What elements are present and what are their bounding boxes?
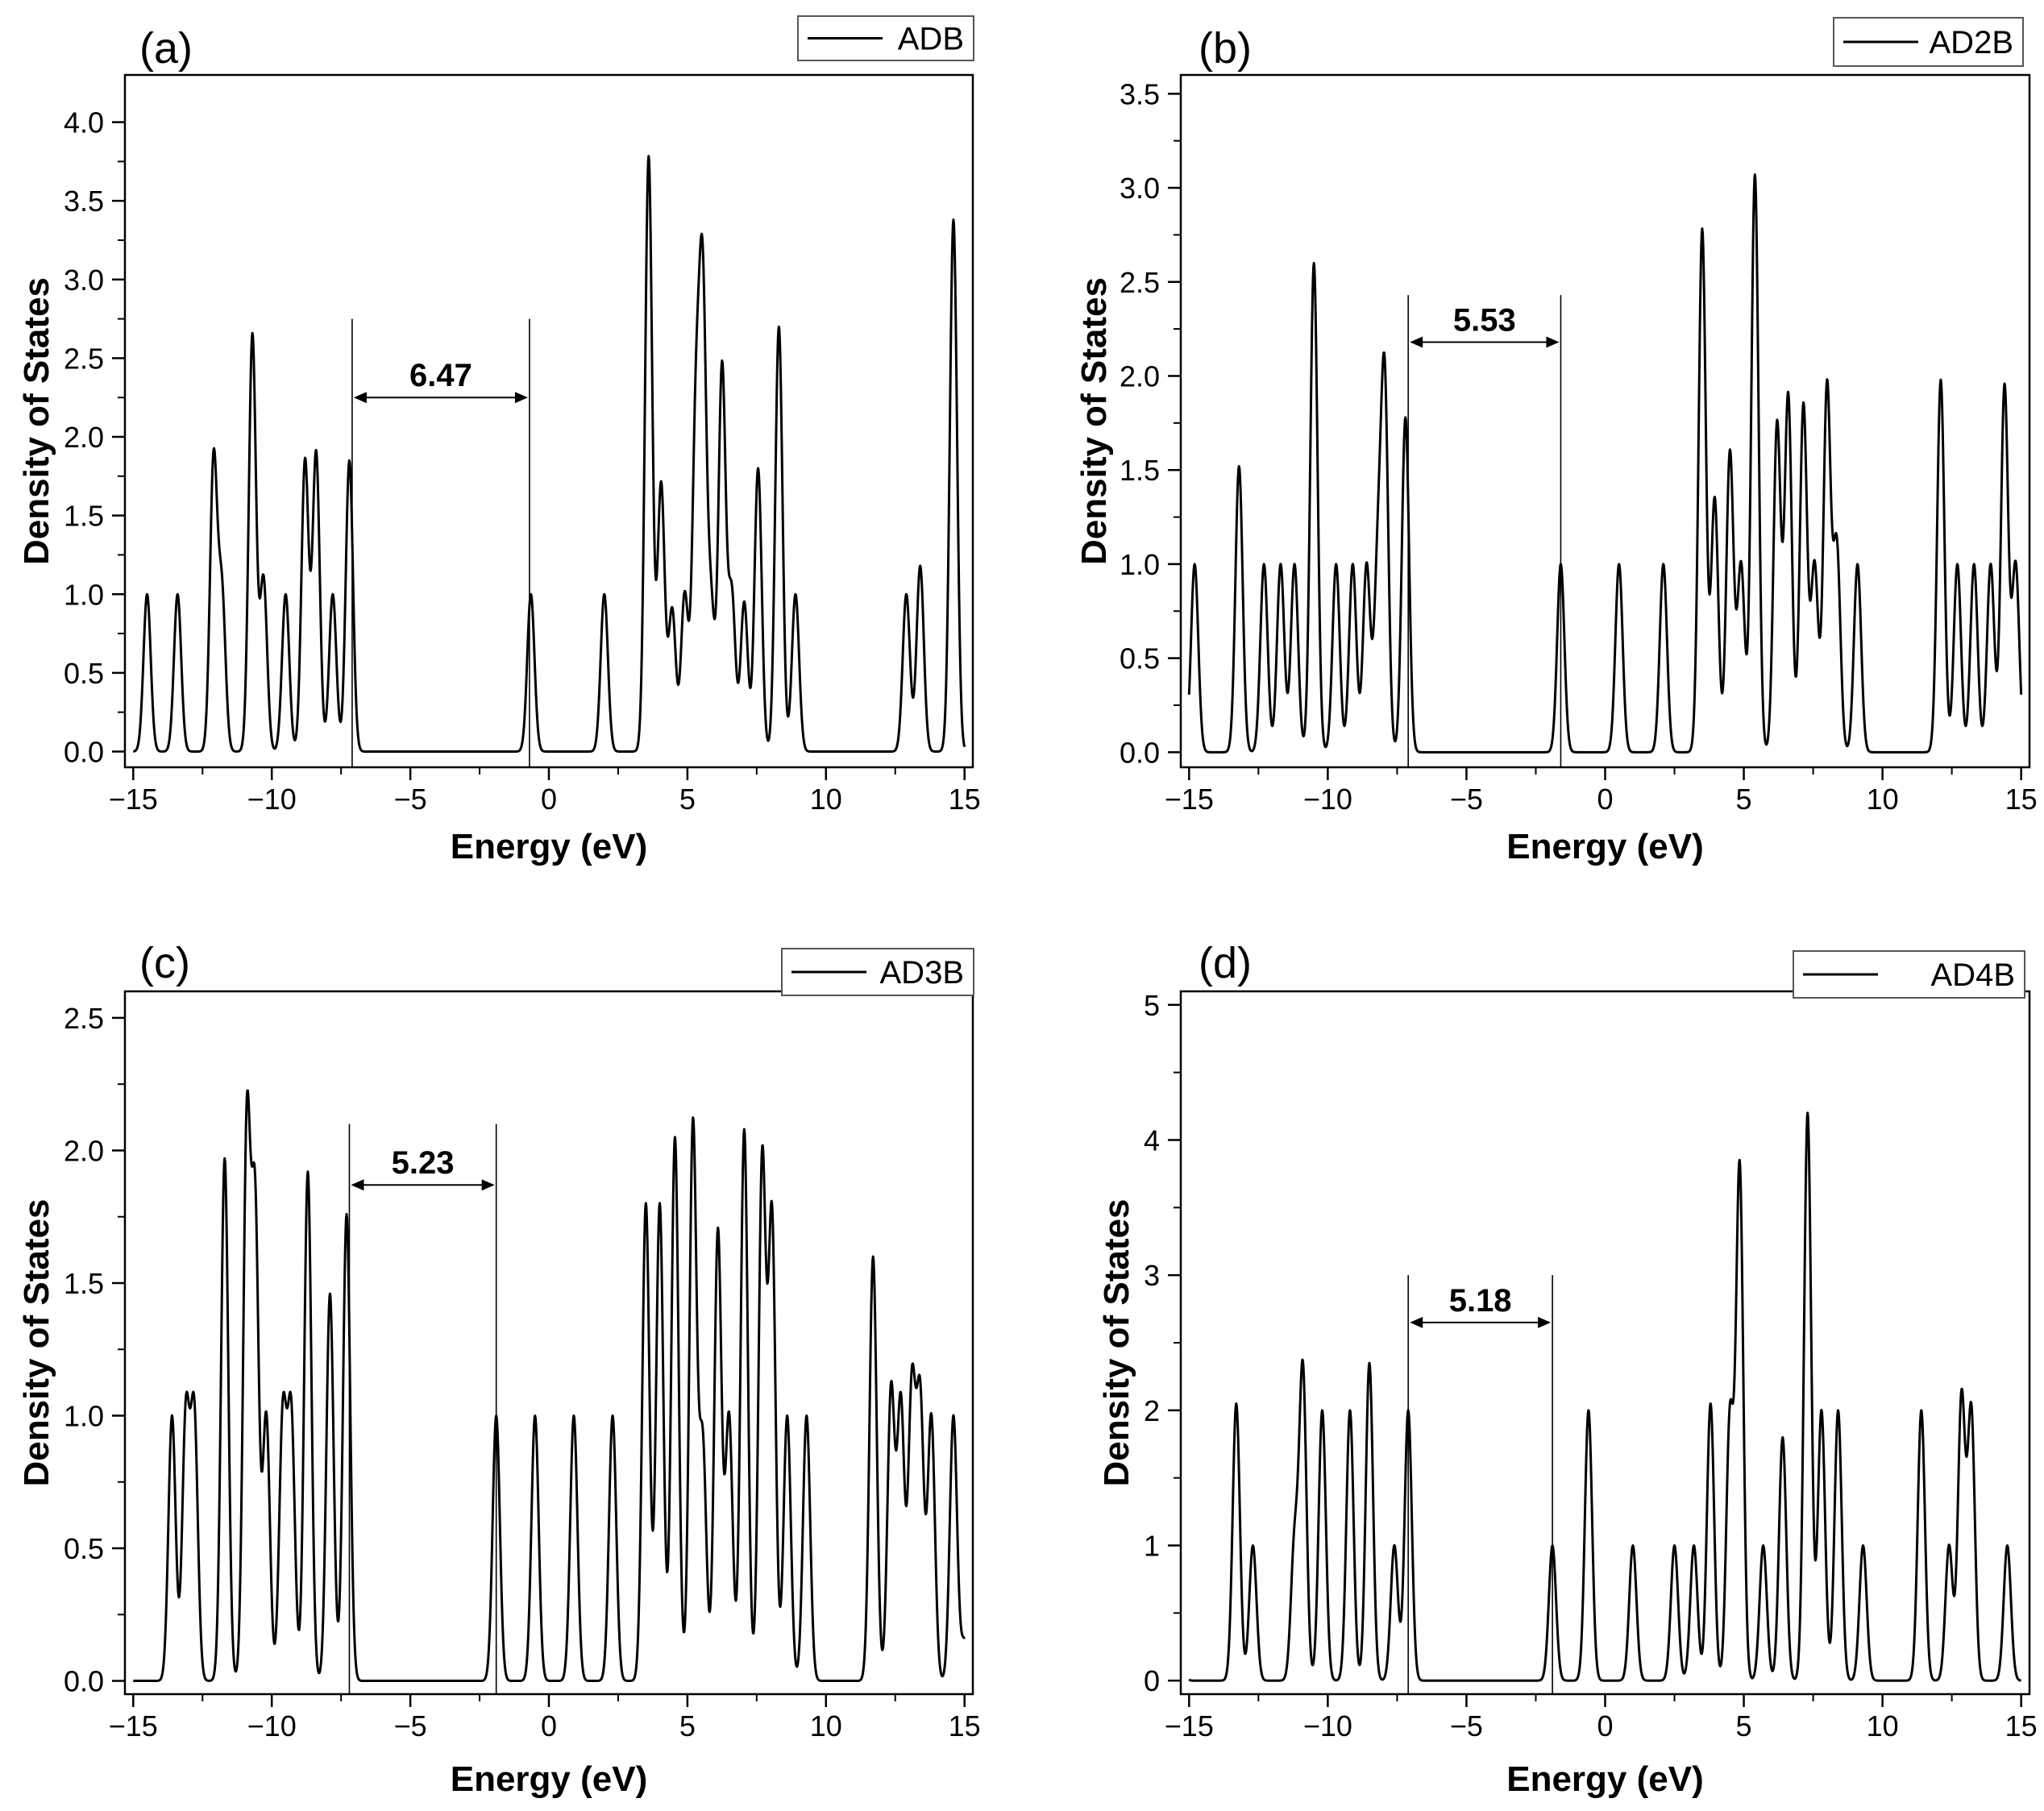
chart-a: −15 −10 −5 0 5 10 15 0.0 0.5 1.0 1.5 2.0 2.5 3.0 3.5 4.…: [17, 15, 981, 866]
x-tick-label: −15: [109, 1709, 158, 1742]
gap-arrowhead-right: [481, 1179, 495, 1191]
y-tick-label: 3.5: [1120, 77, 1160, 110]
legend-label: ADB: [898, 22, 964, 57]
dos-line-series: [132, 155, 966, 753]
x-tick-label: 10: [810, 783, 842, 816]
gap-arrowhead-left: [351, 1179, 364, 1191]
y-tick-label: 5: [1144, 989, 1160, 1022]
y-tick-label: 1.5: [1120, 454, 1160, 487]
x-tick-label: 10: [1867, 1709, 1899, 1742]
plot-frame: [123, 990, 974, 1696]
panel-label: (d): [1199, 939, 1252, 987]
x-tick-label: 5: [1736, 783, 1752, 816]
x-tick-label: 5: [1736, 1709, 1752, 1742]
x-tick-label: −10: [1303, 783, 1352, 816]
y-axis-label: Density of States: [1074, 277, 1114, 565]
chart-d: −15 −10 −5 0 5 10 15 0 1 2 3 4 5 Energy (eV) Density o…: [1097, 939, 2038, 1799]
x-tick-label: 15: [2005, 783, 2038, 816]
band-gap-label: 6.47: [409, 358, 472, 393]
x-tick-label: 5: [679, 1709, 696, 1742]
panel-label: (c): [139, 939, 190, 987]
x-tick-label: −10: [247, 783, 297, 816]
x-tick-label: 10: [1867, 783, 1899, 816]
y-tick-label: 0.0: [1120, 736, 1160, 769]
gap-arrowhead-left: [1410, 1316, 1423, 1328]
y-tick-label: 1.5: [64, 500, 104, 533]
gap-arrowhead-left: [353, 392, 367, 404]
x-tick-label: 15: [949, 1709, 981, 1742]
y-axis-label: Density of States: [1097, 1199, 1136, 1487]
legend-label: AD3B: [880, 955, 965, 991]
y-tick-label: 2.0: [64, 1134, 104, 1167]
x-tick-label: 0: [541, 783, 557, 816]
y-tick-label: 3.0: [64, 264, 104, 297]
y-tick-label: 0.5: [1120, 642, 1160, 675]
legend-label: AD2B: [1930, 25, 2014, 60]
y-tick-label: 0.0: [64, 735, 104, 768]
band-gap-label: 5.23: [392, 1145, 455, 1181]
y-tick-label: 0.5: [64, 657, 104, 690]
plot-frame: [123, 73, 974, 769]
y-tick-label: 2.0: [1120, 359, 1160, 393]
band-gap-label: 5.18: [1449, 1283, 1512, 1319]
x-tick-label: −5: [394, 1709, 427, 1742]
x-tick-label: −5: [1450, 783, 1483, 816]
legend-label: AD4B: [1931, 957, 2016, 993]
band-gap-label: 5.53: [1453, 302, 1516, 338]
y-tick-label: 3: [1144, 1259, 1160, 1292]
x-tick-label: −10: [247, 1709, 297, 1742]
dos-line-series: [1188, 1111, 2022, 1682]
x-tick-label: 15: [2005, 1709, 2038, 1742]
x-tick-label: −15: [1165, 783, 1214, 816]
y-axis-label: Density of States: [17, 277, 56, 565]
y-axis-label: Density of States: [17, 1199, 56, 1487]
y-tick-label: 2: [1144, 1394, 1160, 1427]
x-tick-label: 15: [949, 783, 981, 816]
chart-b: −15 −10 −5 0 5 10 15 0.0 0.5 1.0 1.5 2.0 2.5 3.0 3.5 En…: [1074, 17, 2038, 866]
y-tick-label: 1.0: [1120, 548, 1160, 581]
y-tick-label: 2.5: [64, 1002, 104, 1035]
x-axis-label: Energy (eV): [1506, 1759, 1704, 1799]
x-tick-label: 0: [541, 1709, 557, 1742]
dos-line-series: [132, 1089, 966, 1683]
x-tick-label: −5: [394, 783, 427, 816]
gap-arrowhead-right: [1546, 336, 1560, 348]
y-tick-label: 4.0: [64, 106, 104, 139]
y-tick-label: 3.5: [64, 185, 104, 218]
gap-arrowhead-left: [1410, 336, 1423, 348]
y-tick-label: 1.0: [64, 1399, 104, 1432]
x-tick-label: 10: [810, 1709, 842, 1742]
x-tick-label: 0: [1597, 1709, 1613, 1742]
gap-arrowhead-right: [1538, 1316, 1552, 1328]
chart-c: −15 −10 −5 0 5 10 15 0.0 0.5 1.0 1.5 2.0 2.5 Energy (…: [17, 939, 981, 1799]
y-tick-label: 1.5: [64, 1267, 104, 1300]
x-axis-label: Energy (eV): [451, 827, 648, 866]
y-tick-label: 2.0: [64, 421, 104, 454]
y-tick-label: 0: [1144, 1664, 1160, 1697]
y-tick-label: 2.5: [64, 342, 104, 375]
gap-arrowhead-right: [514, 392, 528, 404]
dos-line-series: [1187, 173, 2023, 754]
panel-label: (b): [1199, 24, 1252, 73]
x-axis-label: Energy (eV): [1506, 827, 1704, 866]
y-tick-label: 1: [1144, 1530, 1160, 1563]
y-tick-label: 3.0: [1120, 172, 1160, 205]
y-tick-label: 1.0: [64, 578, 104, 611]
x-tick-label: −15: [1165, 1709, 1214, 1742]
x-tick-label: −10: [1303, 1709, 1352, 1742]
y-tick-label: 0.0: [64, 1665, 104, 1698]
x-axis-label: Energy (eV): [451, 1759, 648, 1799]
x-tick-label: −15: [109, 783, 158, 816]
panel-label: (a): [139, 24, 193, 73]
y-tick-label: 2.5: [1120, 266, 1160, 299]
y-tick-label: 4: [1144, 1124, 1160, 1157]
x-tick-label: −5: [1450, 1709, 1483, 1742]
y-tick-label: 0.5: [64, 1532, 104, 1565]
x-tick-label: 0: [1597, 783, 1613, 816]
x-tick-label: 5: [679, 783, 696, 816]
